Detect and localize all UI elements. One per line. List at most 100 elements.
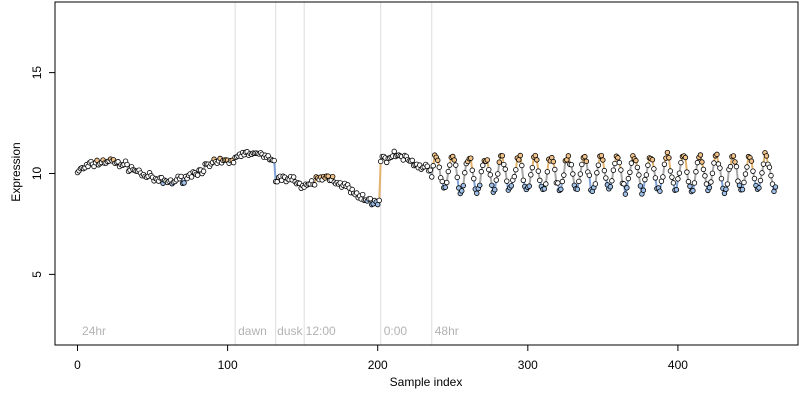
data-point [730,153,737,159]
data-point [636,172,642,178]
data-point [637,183,644,189]
data-point [454,174,460,181]
data-point [598,152,605,159]
x-axis-label: Sample index [390,375,463,389]
data-point [493,177,499,183]
data-point [709,170,716,177]
data-point [460,182,466,189]
data-point [496,159,502,165]
data-point [666,155,672,161]
data-point [703,181,710,187]
series-line-segment [273,159,277,183]
data-point [444,179,450,186]
data-point [513,167,519,173]
data-point [555,180,561,186]
data-point [430,163,436,169]
data-point [541,186,548,192]
data-point [640,187,647,193]
data-point [618,167,624,173]
x-tick-label: 300 [518,358,538,372]
data-point [486,166,492,173]
data-point [534,157,540,163]
data-point [667,168,674,174]
data-point [427,167,433,173]
data-point [445,168,451,175]
data-point [462,170,468,176]
data-point [714,151,720,158]
data-point [447,162,453,168]
annotation-label: 12:00 [306,324,336,338]
data-point [699,159,705,165]
data-point [706,184,713,191]
data-point [559,178,566,185]
data-point [592,181,599,187]
data-point [756,185,762,191]
data-point [480,162,486,169]
series-line-segment [378,160,382,202]
data-point [181,180,187,186]
data-point [459,188,465,194]
data-point [675,176,681,182]
data-point [748,158,755,164]
data-point [700,166,707,173]
data-point [723,186,729,192]
data-point [274,179,280,185]
data-point [687,183,693,189]
data-point [633,157,639,164]
data-point [544,169,551,175]
data-point [511,173,518,180]
data-point [610,167,617,173]
data-point [594,170,600,176]
data-point [529,164,536,171]
data-point [558,186,564,192]
data-point [484,157,490,163]
data-point [492,187,498,193]
data-point [478,168,484,175]
data-point [495,171,501,177]
data-point [702,173,708,179]
data-point [579,161,585,168]
data-point [424,163,430,169]
data-point [451,157,457,163]
data-point [230,159,237,166]
data-point [409,157,415,164]
data-point [565,153,572,159]
data-point [736,182,743,188]
data-point [693,169,699,175]
data-point [568,162,575,168]
data-point [724,181,731,187]
data-point [329,173,336,180]
data-point [624,185,630,191]
data-point [678,159,684,166]
data-point [616,159,623,166]
data-point [504,178,510,184]
data-point [771,188,777,195]
data-point [751,175,758,182]
data-point [607,184,614,190]
x-tick-label: 100 [218,358,238,372]
data-point [645,162,651,168]
data-point [768,172,774,179]
data-point [469,167,475,173]
data-point [760,161,767,167]
data-point [763,153,770,159]
data-point [766,164,773,170]
data-point [552,166,558,173]
data-point [574,186,581,192]
y-tick-label: 5 [30,271,44,278]
data-point [528,172,534,178]
data-point [487,172,493,178]
data-point [391,148,397,155]
data-point [570,171,576,177]
data-point [634,164,641,171]
data-point [627,169,633,176]
data-point [376,197,382,204]
annotation-label: 0:00 [384,324,408,338]
data-point [477,182,483,188]
data-point [643,172,650,178]
data-point [615,155,621,161]
data-point [436,164,442,170]
data-point [519,162,525,169]
data-point [664,149,671,156]
data-point [600,157,606,163]
